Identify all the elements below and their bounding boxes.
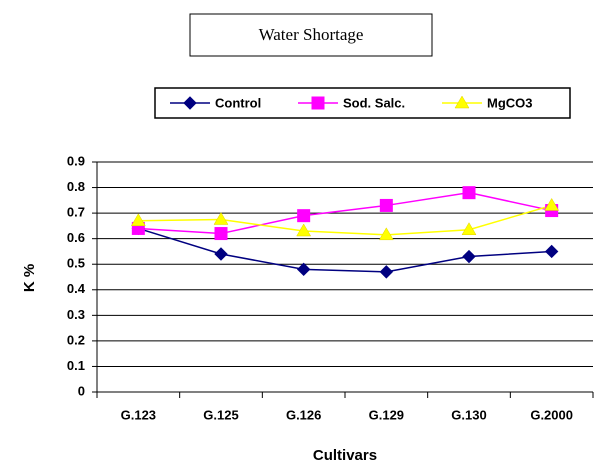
marker [311,96,325,110]
y-tick-label: 0.4 [67,281,86,296]
y-axis-label: K % [21,264,38,292]
y-tick-label: 0.1 [67,358,85,373]
marker [130,213,146,227]
x-tick-label: G.123 [121,407,156,422]
marker [214,227,228,241]
marker [213,212,229,225]
y-tick-label: 0.2 [67,332,85,347]
marker [544,197,560,211]
y-tick-label: 0.3 [67,307,85,322]
x-tick-label: G.125 [203,407,238,422]
y-tick-label: 0 [78,383,85,398]
marker [378,227,394,241]
marker [183,96,197,110]
marker [297,209,311,223]
series-line [138,227,552,273]
title-box [189,13,433,57]
legend-label: Sod. Salc. [343,95,405,110]
x-axis-label: Cultivars [313,447,377,464]
x-tick-label: G.2000 [530,407,573,422]
legend-label: MgCO3 [487,95,533,110]
marker [379,198,393,212]
marker [296,223,312,237]
marker [462,186,476,200]
y-tick-label: 0.8 [67,179,85,194]
legend-box [154,87,571,119]
marker [454,95,470,109]
series-line [138,204,552,236]
chart-title: Water Shortage [259,25,364,44]
marker [544,244,559,259]
legend-label: Control [215,95,261,110]
x-tick-label: G.129 [369,407,404,422]
y-tick-label: 0.7 [67,205,85,220]
marker [296,262,311,277]
x-tick-label: G.130 [451,407,486,422]
series-line [138,191,552,235]
marker [461,222,477,235]
marker [462,249,476,264]
y-tick-label: 0.6 [67,230,85,245]
y-tick-label: 0.5 [67,256,85,271]
x-tick-label: G.126 [286,407,321,422]
y-tick-label: 0.9 [67,153,85,168]
marker [214,247,228,261]
marker [379,265,394,279]
